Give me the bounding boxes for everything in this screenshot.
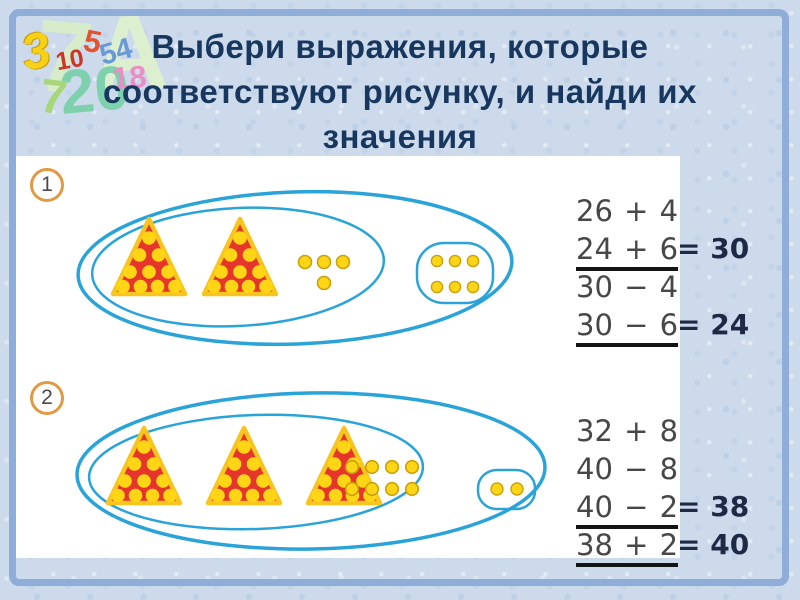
expression-text: 30 − 4 (576, 270, 679, 304)
page-title: Выбери выражения, которые соответствуют … (103, 28, 697, 155)
expression-answer: = 30 (677, 232, 750, 265)
problem-2-figure (75, 391, 547, 551)
problem-1-figure (76, 189, 514, 347)
problem-1-number: 1 (41, 173, 53, 196)
inner-grouping-oval (87, 413, 425, 531)
expression-text: 38 + 2 (576, 528, 679, 562)
problem-2-number: 2 (41, 386, 53, 409)
expression-text: 40 − 2 (576, 490, 679, 524)
problem-2-expressions: 32 + 8 40 − 8 40 − 2 = 38 38 + 2 = 40 (576, 416, 749, 568)
expression-answer: = 40 (677, 528, 750, 561)
expression-row: 40 − 2 = 38 (576, 490, 749, 529)
expression-row: 30 − 4 (576, 272, 678, 304)
outer-grouping-oval (75, 391, 547, 551)
outer-grouping-oval (76, 189, 514, 347)
loose-dots-group (297, 254, 351, 291)
expression-text: 40 − 8 (576, 452, 679, 486)
problem-2-badge: 2 (30, 381, 64, 415)
expression-row: 24 + 6 = 30 (576, 232, 749, 271)
expression-row: 26 + 4 (576, 196, 678, 228)
side-dots-group (430, 254, 480, 294)
expression-answer: = 38 (677, 490, 750, 523)
expression-row: 40 − 8 (576, 454, 678, 486)
problem-1-badge: 1 (30, 168, 64, 202)
triangle-ten-dots (113, 219, 185, 294)
problem-1-expressions: 26 + 4 24 + 6 = 30 30 − 4 30 − 6 = 24 (576, 196, 749, 348)
side-dots-group (490, 482, 524, 496)
side-dots-oval (476, 468, 537, 511)
expression-text: 26 + 4 (576, 194, 679, 228)
expression-answer: = 24 (677, 308, 750, 341)
triangle-ten-dots (204, 219, 276, 294)
triangle-ten-dots (108, 428, 180, 503)
expression-row: 30 − 6 = 24 (576, 308, 749, 347)
loose-dots-group (344, 459, 420, 497)
expression-text: 30 − 6 (576, 308, 679, 342)
expression-row: 32 + 8 (576, 416, 678, 448)
triangle-ten-dots (208, 428, 280, 503)
side-dots-oval (415, 241, 495, 305)
expression-text: 32 + 8 (576, 414, 679, 448)
expression-text: 24 + 6 (576, 232, 679, 266)
inner-grouping-oval (90, 206, 386, 328)
expression-row: 38 + 2 = 40 (576, 528, 749, 567)
